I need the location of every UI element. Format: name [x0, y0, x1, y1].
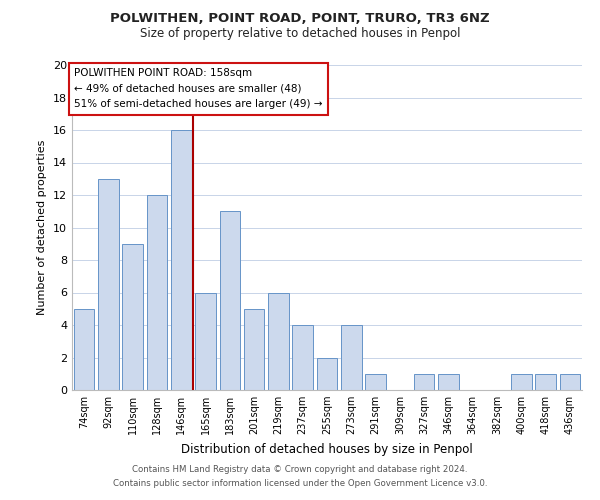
Text: Contains HM Land Registry data © Crown copyright and database right 2024.
Contai: Contains HM Land Registry data © Crown c… [113, 466, 487, 487]
Text: Size of property relative to detached houses in Penpol: Size of property relative to detached ho… [140, 28, 460, 40]
Bar [74, 308, 94, 390]
Bar [511, 374, 532, 390]
Bar [341, 325, 362, 390]
Bar [220, 211, 240, 390]
Bar [171, 130, 191, 390]
Y-axis label: Number of detached properties: Number of detached properties [37, 140, 47, 315]
Text: POLWITHEN POINT ROAD: 158sqm
← 49% of detached houses are smaller (48)
51% of se: POLWITHEN POINT ROAD: 158sqm ← 49% of de… [74, 68, 323, 110]
Text: POLWITHEN, POINT ROAD, POINT, TRURO, TR3 6NZ: POLWITHEN, POINT ROAD, POINT, TRURO, TR3… [110, 12, 490, 26]
Bar [414, 374, 434, 390]
Bar [535, 374, 556, 390]
Bar [98, 179, 119, 390]
X-axis label: Distribution of detached houses by size in Penpol: Distribution of detached houses by size … [181, 442, 473, 456]
Bar [317, 358, 337, 390]
Bar [122, 244, 143, 390]
Bar [146, 195, 167, 390]
Bar [292, 325, 313, 390]
Bar [195, 292, 216, 390]
Bar [268, 292, 289, 390]
Bar [438, 374, 459, 390]
Bar [560, 374, 580, 390]
Bar [244, 308, 265, 390]
Bar [365, 374, 386, 390]
